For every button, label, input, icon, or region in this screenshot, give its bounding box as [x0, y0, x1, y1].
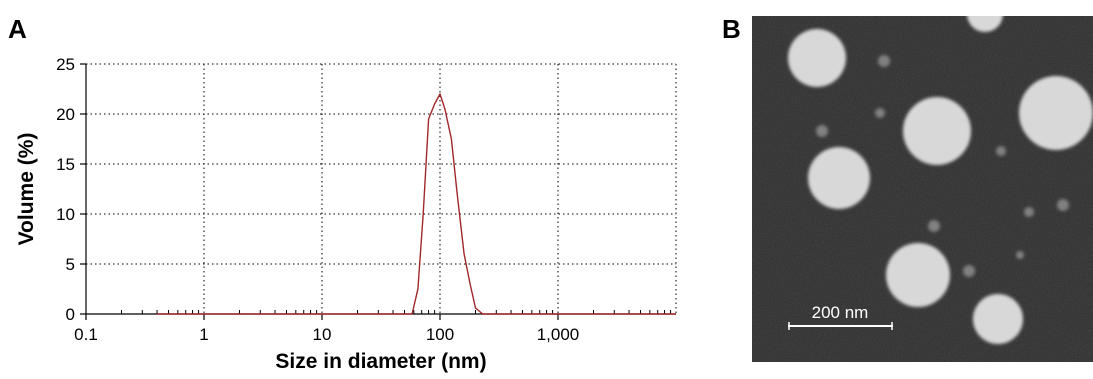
nanoparticle [1019, 76, 1093, 150]
x-tick-label: 100 [426, 325, 454, 344]
grid [86, 63, 677, 314]
small-particle [878, 55, 890, 67]
x-ticks: 0.1 1 10 100 1,000 [74, 314, 579, 344]
y-tick-label: 15 [56, 155, 75, 174]
nanoparticle [903, 97, 971, 165]
nanoparticle [973, 294, 1023, 344]
y-tick-label: 20 [56, 105, 75, 124]
nanoparticle [886, 243, 950, 307]
series [157, 93, 676, 315]
y-tick-label: 5 [66, 255, 75, 274]
y-axis-title: Volume (%) [15, 133, 38, 246]
small-particle [963, 265, 975, 277]
plot-area [86, 64, 676, 314]
x-tick-label: 1 [199, 325, 208, 344]
x-tick-label: 1,000 [537, 325, 580, 344]
small-particle [1016, 251, 1024, 259]
small-particle [816, 125, 828, 137]
nanoparticle [808, 147, 870, 209]
small-particle [996, 146, 1006, 156]
scale-bar-label: 200 nm [812, 303, 869, 322]
panel-b-label: B [722, 14, 741, 44]
small-particle [875, 108, 885, 118]
small-particle [928, 220, 940, 232]
small-particle [1024, 207, 1034, 217]
y-tick-label: 10 [56, 205, 75, 224]
x-axis-title: Size in diameter (nm) [275, 350, 486, 373]
small-particle [1057, 199, 1069, 211]
y-ticks: 0 5 10 15 20 25 [56, 55, 86, 324]
x-tick-label: 0.1 [74, 325, 98, 344]
y-tick-label: 25 [56, 55, 75, 74]
nanoparticle [967, 16, 1003, 32]
panel-a-label: A [8, 14, 27, 44]
volume-series-line [157, 93, 676, 315]
tem-micrograph: 200 nm [752, 16, 1093, 362]
y-tick-label: 0 [66, 305, 75, 324]
x-tick-label: 10 [313, 325, 332, 344]
nanoparticle [788, 29, 846, 87]
size-distribution-chart: 0 5 10 15 20 25 0.1 1 10 100 1,000 Size in diamet… [15, 55, 677, 373]
